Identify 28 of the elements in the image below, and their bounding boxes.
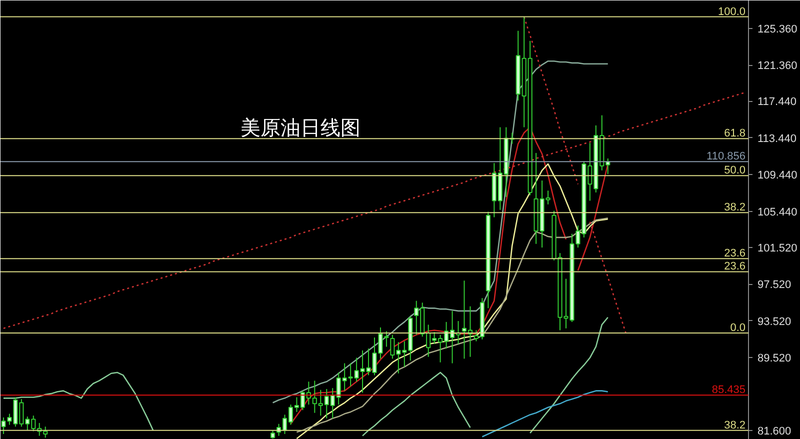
y-tick-label: 97.520	[758, 279, 792, 292]
annotation: 50.0	[724, 164, 746, 177]
ref-line-label: 85.435	[712, 384, 746, 396]
line-series	[362, 372, 471, 436]
y-tick-label: 89.520	[758, 352, 792, 365]
annotation: 23.6	[724, 248, 746, 260]
y-tick-label: 113.440	[758, 132, 796, 145]
y-tick-label: 121.360	[758, 60, 798, 72]
y-tick-label: 105.440	[758, 206, 798, 218]
text: 美原油日线图	[240, 116, 360, 140]
annotation: 23.6	[724, 260, 746, 273]
line-series	[529, 316, 609, 434]
line-series	[482, 390, 609, 438]
y-tick-label: 101.520	[758, 242, 798, 254]
ref-line-label: 110.856	[706, 150, 746, 163]
line-series	[2, 372, 154, 431]
y-tick-label: 125.360	[758, 23, 798, 36]
line-series	[296, 163, 609, 439]
annotation: 38.2	[724, 419, 746, 432]
annotation: 61.8	[724, 128, 746, 140]
line-series	[296, 218, 609, 433]
annotation: 100.0	[718, 6, 746, 18]
y-tick-label: 93.520	[758, 316, 792, 328]
y-tick-label: 109.440	[758, 170, 798, 182]
y-tick-label: 81.600	[758, 425, 792, 438]
y-tick-label: 117.440	[758, 96, 796, 108]
annotation: 38.2	[724, 202, 746, 214]
annotation: 0.0	[730, 322, 746, 334]
